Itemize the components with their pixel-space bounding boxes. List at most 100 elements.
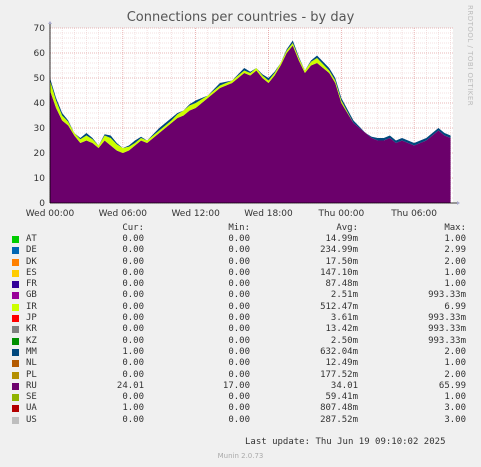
legend-min: 0.00 — [228, 414, 250, 425]
legend-min: 0.00 — [228, 279, 250, 290]
legend-min: 0.00 — [228, 245, 250, 256]
legend-cur: 0.00 — [122, 313, 144, 324]
legend-cur: 1.00 — [122, 346, 144, 357]
x-tick-label: Wed 18:00 — [244, 209, 293, 219]
legend-max: 3.00 — [444, 403, 466, 414]
legend-max: 993.33m — [428, 290, 466, 301]
legend-name: MM — [26, 346, 37, 357]
legend-max: 1.00 — [444, 234, 466, 244]
legend-cur: 1.00 — [122, 403, 144, 414]
legend-max: 993.33m — [428, 313, 466, 324]
legend-name: AT — [26, 234, 37, 244]
legend-swatch — [12, 258, 19, 266]
legend-name: RU — [26, 380, 37, 391]
legend-swatch — [12, 348, 19, 356]
legend-swatch — [12, 416, 19, 424]
legend-min: 0.00 — [228, 358, 250, 369]
legend-avg: 2.50m — [330, 335, 358, 346]
legend-avg: 12.49m — [325, 358, 358, 369]
legend-min: 0.00 — [228, 290, 250, 301]
legend-max: 993.33m — [428, 324, 466, 335]
legend-avg: 3.61m — [330, 313, 358, 324]
legend-min: 0.00 — [228, 369, 250, 380]
legend-swatch — [12, 315, 19, 323]
legend-swatch — [12, 405, 19, 413]
legend-avg: 147.10m — [320, 267, 358, 278]
x-tick-label: Thu 00:00 — [317, 209, 364, 219]
y-tick-label: 70 — [34, 24, 46, 34]
legend-avg: 17.50m — [325, 256, 358, 267]
last-update: Last update: Thu Jun 19 09:10:02 2025 — [245, 437, 446, 447]
legend-avg: 512.47m — [320, 301, 358, 312]
legend-header-cur: Cur: — [122, 223, 144, 233]
legend-min: 0.00 — [228, 392, 250, 403]
legend-cur: 0.00 — [122, 290, 144, 301]
legend-cur: 0.00 — [122, 392, 144, 403]
legend-swatch — [12, 360, 19, 368]
y-tick-label: 50 — [34, 74, 46, 84]
legend-avg: 34.01 — [330, 380, 358, 391]
y-tick-label: 20 — [34, 149, 46, 159]
legend-swatch — [12, 269, 19, 277]
legend-min: 0.00 — [228, 324, 250, 335]
legend-avg: 177.52m — [320, 369, 358, 380]
legend-avg: 59.41m — [325, 392, 358, 403]
legend-swatch — [12, 303, 19, 311]
legend-name: PL — [26, 369, 37, 380]
legend-min: 0.00 — [228, 335, 250, 346]
x-axis-arrow — [457, 201, 460, 205]
legend-swatch — [12, 281, 19, 289]
x-tick-label: Wed 12:00 — [171, 209, 220, 219]
legend-swatch — [12, 337, 19, 345]
y-tick-label: 0 — [39, 199, 45, 209]
legend-max: 2.99 — [444, 245, 466, 256]
legend-max: 2.00 — [444, 369, 466, 380]
y-axis-ticks: 0 10 20 30 40 50 60 70 — [34, 24, 46, 209]
series-areas — [50, 40, 451, 203]
series-area-mm — [50, 40, 451, 148]
legend-swatch — [12, 371, 19, 379]
legend-max: 65.99 — [438, 380, 466, 391]
legend-avg: 14.99m — [325, 234, 358, 244]
legend-min: 0.00 — [228, 301, 250, 312]
legend-avg: 632.04m — [320, 346, 358, 357]
legend-swatch — [12, 247, 19, 255]
legend-swatch — [12, 394, 19, 402]
legend-header-max: Max: — [444, 223, 466, 233]
x-axis-ticks: Wed 00:00 Wed 06:00 Wed 12:00 Wed 18:00 Thu … — [26, 209, 437, 219]
legend-min: 0.00 — [228, 234, 250, 244]
legend-name: ES — [26, 267, 37, 278]
y-tick-label: 10 — [34, 174, 46, 184]
legend-cur: 0.00 — [122, 234, 144, 244]
axes — [48, 21, 460, 205]
x-tick-label: Wed 00:00 — [26, 209, 75, 219]
legend-cur: 0.00 — [122, 267, 144, 278]
legend-name: NL — [26, 358, 37, 369]
legend-min: 0.00 — [228, 267, 250, 278]
rrdtool-credit: RRDTOOL / TOBI OETIKER — [466, 5, 474, 107]
legend-max: 6.99 — [444, 301, 466, 312]
legend-max: 1.00 — [444, 267, 466, 278]
legend-header-min: Min: — [228, 223, 250, 233]
y-tick-label: 30 — [34, 124, 46, 134]
legend-avg: 807.48m — [320, 403, 358, 414]
legend-name: DE — [26, 245, 37, 256]
legend-swatch — [12, 382, 19, 390]
y-axis-arrow — [48, 21, 52, 24]
legend-min: 17.00 — [222, 380, 250, 391]
legend-cur: 0.00 — [122, 369, 144, 380]
legend-name: DK — [26, 256, 37, 267]
legend-name: FR — [26, 279, 37, 290]
legend-cur: 0.00 — [122, 414, 144, 425]
legend-max: 2.00 — [444, 256, 466, 267]
legend-swatch — [12, 236, 19, 243]
legend-name: UA — [26, 403, 37, 414]
series-area-ru — [50, 45, 451, 203]
y-tick-label: 40 — [34, 99, 46, 109]
legend-name: KZ — [26, 335, 37, 346]
legend-max: 3.00 — [444, 414, 466, 425]
legend-avg: 13.42m — [325, 324, 358, 335]
legend-min: 0.00 — [228, 313, 250, 324]
legend-max: 993.33m — [428, 335, 466, 346]
legend-min: 0.00 — [228, 256, 250, 267]
